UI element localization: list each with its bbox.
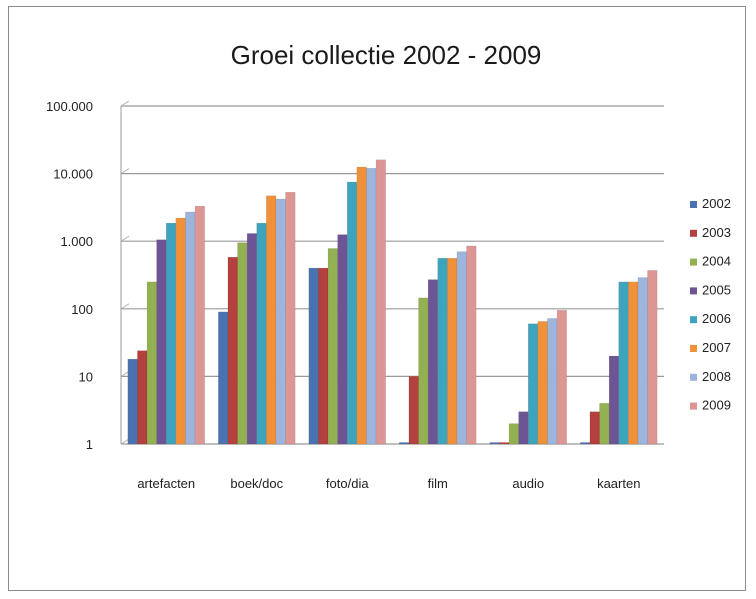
bar-foto-dia-2009 [375,159,386,445]
bar-audio-2003 [499,442,510,445]
bar-kaarten-2004 [599,403,610,445]
bar-boek-doc-2008 [275,198,286,445]
bar-film-2002 [399,442,410,445]
bar-artefacten-2008 [185,211,196,445]
bar-foto-dia-2003 [318,267,329,445]
x-tick-label: kaarten [597,476,640,491]
legend-label: 2002 [702,196,731,211]
chart-title: Groei collectie 2002 - 2009 [231,40,542,70]
bar-artefacten-2007 [175,217,186,445]
legend-label: 2009 [702,398,731,413]
bar-artefacten-2002 [127,358,138,445]
x-tick-label: film [428,476,448,491]
legend-swatch [690,258,697,266]
y-axis-ticks: 1 10 100 1.000 10.000 100.000 [46,99,93,452]
legend-swatch [690,201,697,208]
bar-foto-dia-2005 [337,234,348,445]
chart: Groei collectie 2002 - 2009 1101001.0001… [46,40,731,491]
legend-swatch [690,345,697,352]
bar-audio-2007 [537,321,548,445]
bar-boek-doc-2006 [256,222,267,445]
bar-foto-dia-2006 [347,181,358,445]
x-tick-label: boek/doc [230,476,283,491]
legend-swatch [690,402,697,410]
bar-boek-doc-2002 [218,311,229,445]
bar-audio-2008 [547,318,558,445]
gridline-depth [120,100,130,107]
bar-artefacten-2004 [146,281,157,445]
bar-artefacten-2009 [194,205,205,445]
bar-audio-2009 [556,310,567,445]
bar-boek-doc-2003 [227,256,238,445]
bar-artefacten-2005 [156,239,167,445]
x-tick-label: audio [512,476,544,491]
legend-swatch [690,373,697,381]
legend-label: 2006 [702,311,731,326]
bar-artefacten-2006 [166,222,177,445]
legend-swatch [690,229,697,237]
bar-film-2003 [408,376,419,445]
gridline-depth [120,438,130,445]
legend-label: 2007 [702,340,731,355]
x-tick-label: foto/dia [326,476,369,491]
legend: 2002 2003 2004 2005 2006 2007 2008 2009 [690,196,731,413]
bar-film-2009 [466,245,477,445]
bar-boek-doc-2004 [237,242,248,445]
bar-film-2007 [447,257,458,445]
gridline-depth [120,370,130,377]
y-tick-label: 100 [71,302,93,317]
legend-label: 2005 [702,282,731,297]
bar-kaarten-2007 [628,281,639,445]
legend-label: 2003 [702,225,731,240]
bar-audio-2006 [528,323,539,445]
gridlines [120,100,664,445]
bar-kaarten-2002 [580,442,591,445]
bar-foto-dia-2008 [366,167,377,445]
legend-label: 2008 [702,369,731,384]
legend-swatch [690,287,697,295]
bar-boek-doc-2007 [266,195,277,445]
gridline-depth [120,303,130,310]
bar-film-2008 [456,251,467,445]
bar-kaarten-2003 [589,411,600,445]
bar-foto-dia-2004 [327,248,338,445]
bar-film-2004 [418,297,429,445]
bar-audio-2002 [489,442,500,445]
bar-foto-dia-2002 [308,267,319,445]
bar-artefacten-2003 [137,350,148,445]
bar-film-2005 [427,279,438,445]
bar-kaarten-2006 [618,281,629,445]
y-tick-label: 1 [86,437,93,452]
bars [127,159,658,445]
bar-audio-2004 [508,423,519,445]
y-tick-label: 10.000 [53,167,93,182]
gridline-depth [120,168,130,175]
y-tick-label: 100.000 [46,99,93,114]
chart-frame: Groei collectie 2002 - 2009 1 10 100 1.000 1… [8,6,746,591]
gridline-depth [120,235,130,242]
bar-boek-doc-2009 [285,191,296,445]
bar-boek-doc-2005 [246,233,257,445]
x-tick-label: artefacten [137,476,195,491]
bar-foto-dia-2007 [356,166,367,445]
y-tick-label: 1.000 [60,234,93,249]
bar-audio-2005 [518,411,529,445]
legend-label: 2004 [702,254,731,269]
bar-kaarten-2009 [647,270,658,445]
bar-kaarten-2005 [608,355,620,445]
bar-film-2006 [437,257,448,445]
legend-swatch [690,316,697,324]
bar-kaarten-2008 [637,277,648,445]
y-tick-label: 10 [79,369,93,384]
x-axis-labels: artefacten boek/doc foto/dia film audio kaart… [137,476,640,491]
